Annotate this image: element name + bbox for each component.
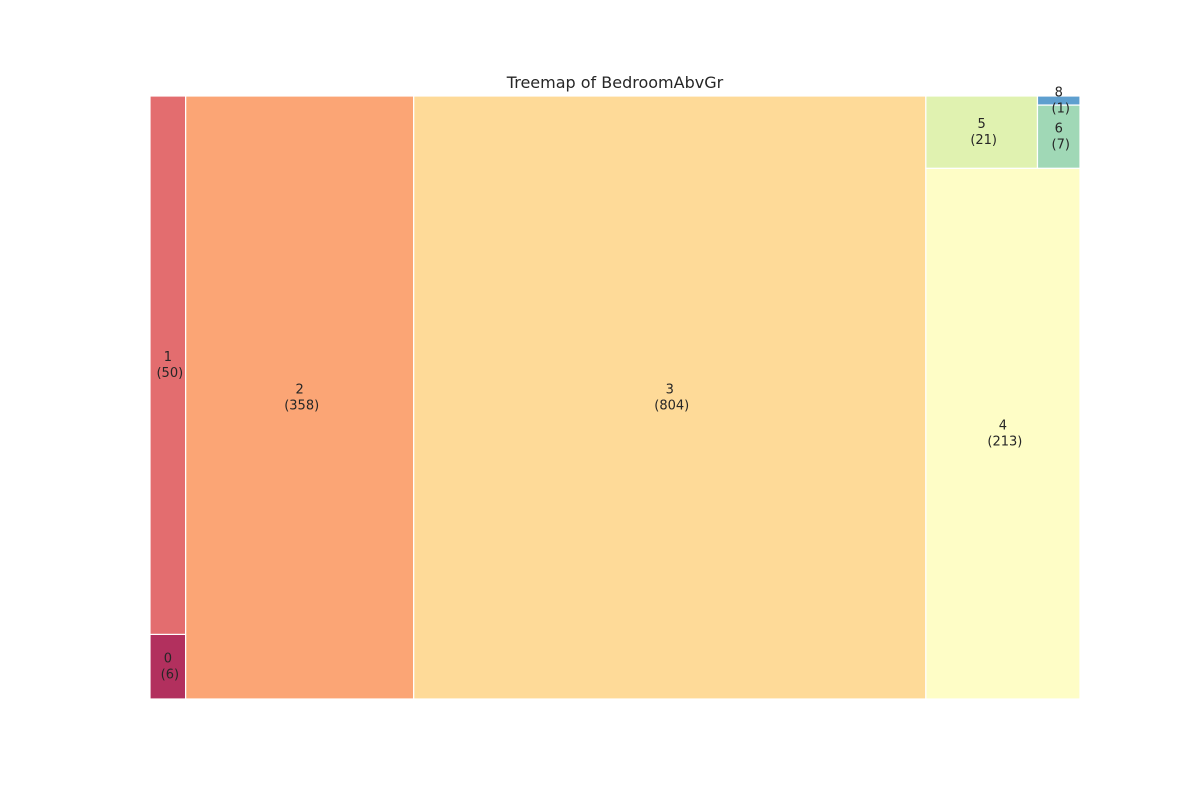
tile-category-label: 2 (296, 383, 304, 398)
treemap-tile-label-4: 4 (213) (987, 419, 1022, 450)
treemap-tile-1 (149, 95, 187, 635)
tile-category-label: 1 (164, 350, 172, 365)
tile-category-label: 4 (999, 419, 1007, 434)
tile-category-label: 0 (164, 652, 172, 667)
treemap-tile-6 (1036, 104, 1081, 169)
treemap-tile-8 (1036, 95, 1081, 106)
tile-count-label: (213) (987, 435, 1022, 450)
treemap-tile-3 (413, 95, 927, 700)
treemap-tile-5 (925, 95, 1039, 169)
tile-category-label: 5 (978, 117, 986, 132)
treemap-tile-0 (149, 633, 187, 700)
tile-count-label: (50) (156, 366, 183, 381)
tile-category-label: 6 (1055, 122, 1063, 137)
treemap-tile-label-0: 0 (6) (161, 652, 179, 683)
tile-count-label: (1) (1052, 102, 1070, 117)
tile-category-label: 3 (666, 383, 674, 398)
chart-title: Treemap of BedroomAbvGr (506, 73, 724, 92)
treemap-tile-label-3: 3 (804) (654, 383, 689, 414)
tile-count-label: (358) (284, 399, 319, 414)
tile-count-label: (804) (654, 399, 689, 414)
treemap-tile-label-8: 8 (1) (1052, 86, 1070, 117)
tile-count-label: (6) (161, 668, 179, 683)
treemap-tile-label-1: 1 (50) (156, 350, 183, 381)
treemap-tile-label-2: 2 (358) (284, 383, 319, 414)
tile-category-label: 8 (1055, 86, 1063, 101)
treemap-tiles (149, 95, 1081, 700)
treemap-tile-label-6: 6 (7) (1052, 122, 1070, 153)
treemap-labels: 0 (6) 1 (50) 2 (358) 3 (804) 4 (213) 5 (21) 6 (7) 8 (1) (156, 86, 1069, 683)
tile-count-label: (7) (1052, 138, 1070, 153)
treemap-tile-label-5: 5 (21) (970, 117, 997, 148)
treemap-tile-2 (185, 95, 415, 700)
tile-count-label: (21) (970, 133, 997, 148)
